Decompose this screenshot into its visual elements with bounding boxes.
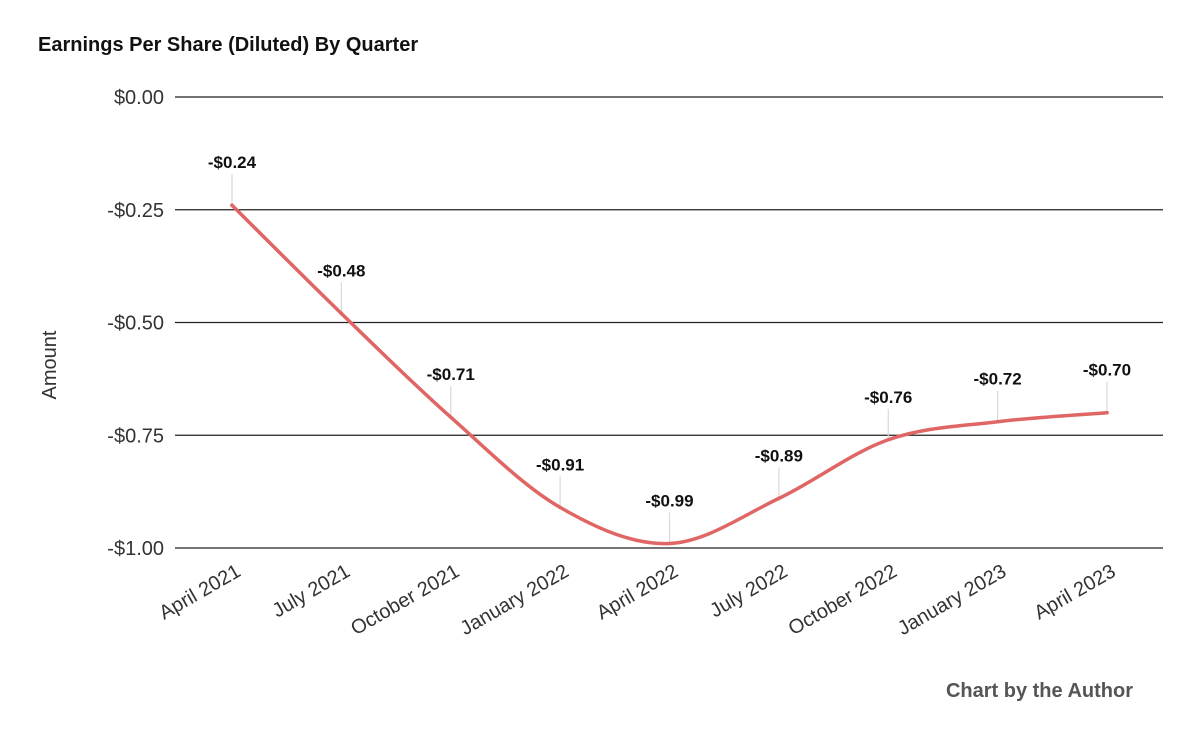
- x-tick-label: July 2022: [706, 560, 791, 622]
- y-tick-label: -$0.50: [107, 313, 164, 335]
- data-labels: -$0.24 -$0.48 -$0.71 -$0.91 -$0.99 -$0.89 -$0.…: [208, 153, 1131, 510]
- data-label: -$0.91: [536, 455, 584, 474]
- data-point: [995, 419, 1000, 424]
- x-tick-label: October 2021: [347, 560, 463, 640]
- x-tick-label: April 2023: [1031, 560, 1120, 624]
- data-point: [777, 496, 781, 501]
- chart-title: Earnings Per Share (Diluted) By Quarter: [38, 34, 419, 56]
- data-point: [1105, 410, 1109, 415]
- chart-credit: Chart by the Author: [945, 680, 1133, 702]
- x-tick-label: January 2022: [457, 560, 573, 640]
- data-label: -$0.76: [864, 388, 912, 407]
- data-point: [886, 437, 891, 442]
- y-axis-label: Amount: [39, 330, 61, 399]
- data-label: -$0.99: [645, 491, 693, 510]
- x-tick-label: April 2022: [593, 560, 682, 624]
- data-point: [558, 505, 562, 510]
- x-tick-label: October 2022: [785, 560, 901, 640]
- series-line-path: [230, 203, 1109, 546]
- data-label: -$0.48: [317, 261, 365, 280]
- x-tick-label: January 2023: [894, 560, 1010, 640]
- y-tick-label: -$0.75: [107, 425, 164, 447]
- data-label: -$0.24: [208, 153, 257, 172]
- series-line: [230, 203, 1109, 546]
- y-tick-label: -$1.00: [107, 538, 164, 560]
- data-point: [230, 203, 234, 208]
- data-label-leaders: [231, 174, 1108, 544]
- gridlines: [175, 96, 1163, 549]
- y-tick-label: $0.00: [114, 87, 164, 109]
- data-label: -$0.89: [755, 446, 803, 465]
- data-label: -$0.72: [974, 370, 1022, 389]
- x-tick-label: April 2021: [156, 560, 245, 624]
- x-tick-label: July 2021: [269, 560, 354, 622]
- data-point: [448, 415, 453, 420]
- y-tick-label: -$0.25: [107, 200, 164, 222]
- y-axis-ticks: $0.00 -$0.25 -$0.50 -$0.75 -$1.00: [107, 87, 164, 560]
- data-points: [230, 203, 1109, 546]
- data-label: -$0.71: [427, 365, 475, 384]
- data-point: [339, 311, 344, 316]
- data-label: -$0.70: [1083, 361, 1131, 380]
- data-point: [667, 541, 672, 546]
